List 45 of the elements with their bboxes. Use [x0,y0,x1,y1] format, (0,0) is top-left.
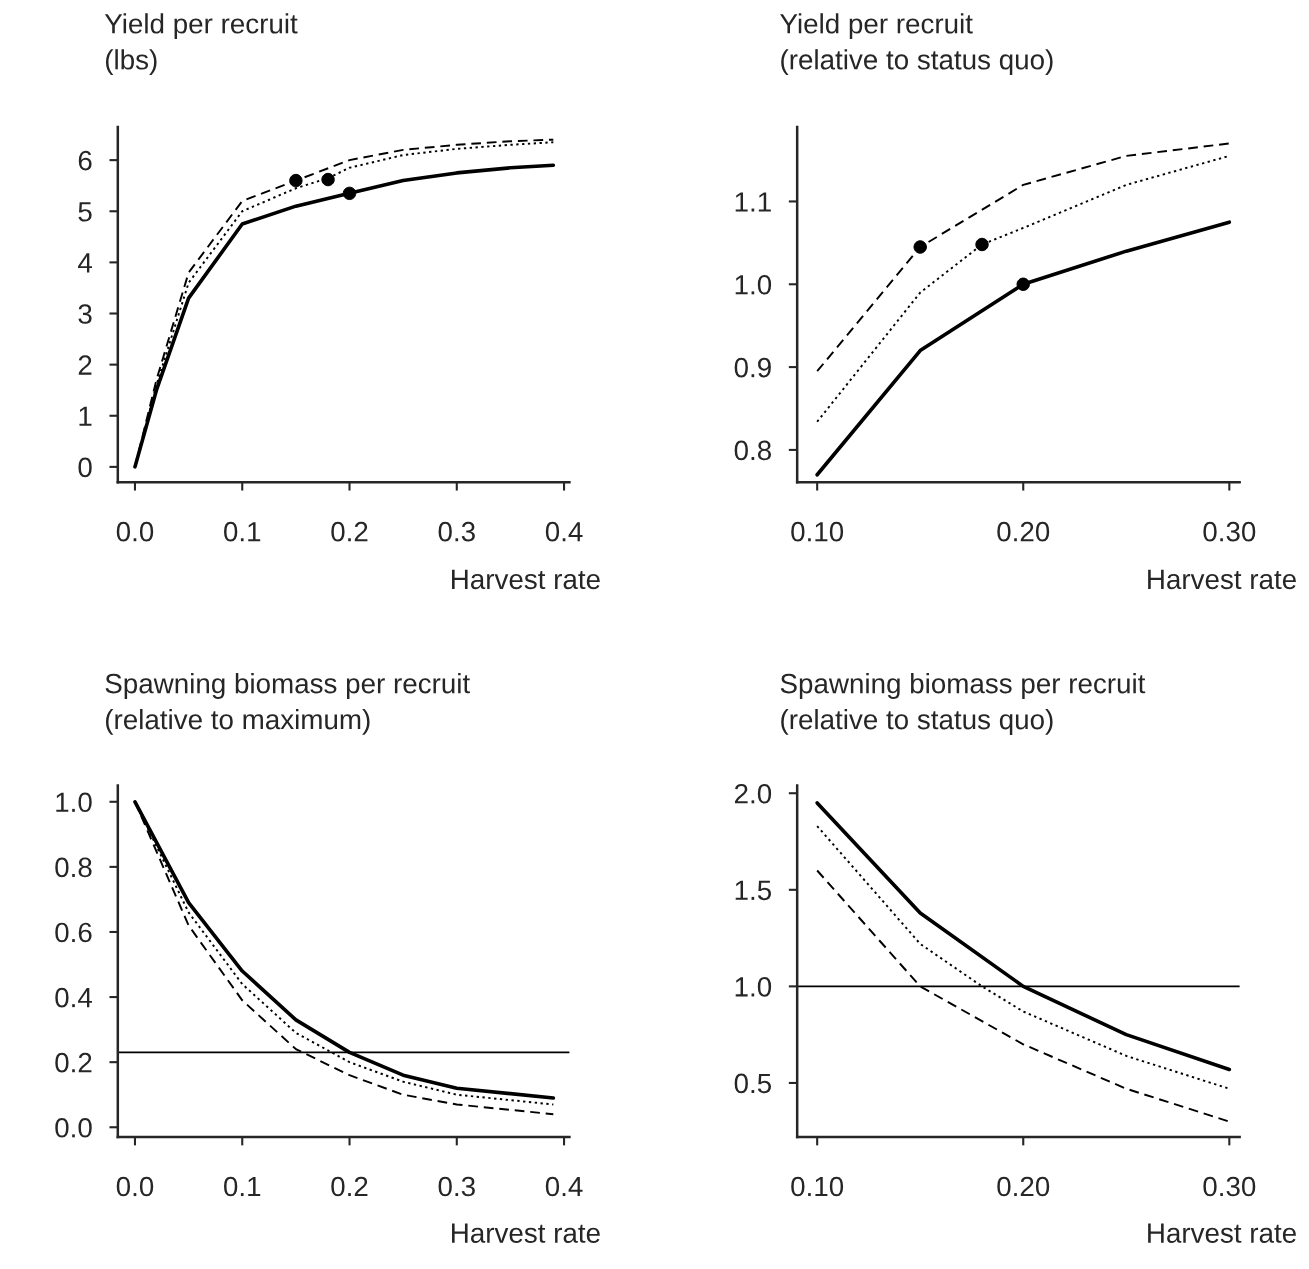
y-tick-label: 0.0 [55,1117,92,1138]
x-tick-label: 0.2 [331,521,368,542]
x-tick-label: 0.0 [116,1176,154,1197]
x-tick-label: 0.4 [545,1176,583,1197]
x-tick-label: 0.10 [791,521,844,542]
y-axis-title: Yield per recruit (lbs) [104,13,298,76]
x-axis-title: Harvest rate [1148,1223,1296,1243]
x-axis-title: Harvest rate [1148,569,1296,590]
x-tick-label: 0.3 [438,521,475,542]
y-tick-label: 1.0 [735,977,772,997]
y-tick-label: 1 [79,406,92,426]
y-tick-label: 0.6 [55,922,92,943]
x-tick-label: 0.1 [224,1176,261,1197]
y-tick-label: 3 [78,304,92,324]
x-tick-label: 0.20 [997,521,1050,542]
x-tick-label: 0.30 [1203,1176,1256,1197]
x-tick-label: 0.4 [545,521,583,542]
y-axis-title: Yield per recruit (relative to status quo) [780,13,1053,76]
y-tick-label: 0.8 [734,440,771,461]
y-tick-label: 5 [78,202,92,222]
x-tick-label: 0.3 [438,1176,475,1197]
y-tick-label: 0.5 [734,1073,772,1094]
y-tick-label: 0.9 [734,357,771,378]
y-axis-title: Spawning biomass per recruit (relative to status quo) [780,673,1146,735]
x-tick-label: 0.10 [791,1176,844,1197]
x-tick-label: 0.20 [997,1176,1050,1197]
x-tick-label: 0.1 [224,521,261,542]
x-axis-title: Harvest rate [452,569,600,590]
y-tick-label: 0.8 [55,857,92,878]
y-tick-label: 2 [78,355,92,375]
y-tick-label: 6 [78,150,92,171]
x-tick-label: 0.2 [331,1176,368,1197]
y-tick-label: 1.0 [735,274,772,295]
y-tick-label: 1.0 [56,792,92,813]
y-tick-label: 0.2 [55,1052,92,1073]
y-tick-label: 1.1 [735,192,771,212]
y-tick-label: 4 [78,253,92,273]
x-tick-label: 0.30 [1203,521,1256,542]
y-tick-label: 1.5 [735,880,772,901]
y-tick-label: 2.0 [734,783,772,804]
x-tick-label: 0.0 [116,521,154,542]
y-axis-title: Spawning biomass per recruit (relative to maximum) [105,673,470,735]
x-axis-title: Harvest rate [452,1223,600,1243]
y-tick-label: 0 [78,457,92,478]
y-tick-label: 0.4 [55,987,92,1008]
